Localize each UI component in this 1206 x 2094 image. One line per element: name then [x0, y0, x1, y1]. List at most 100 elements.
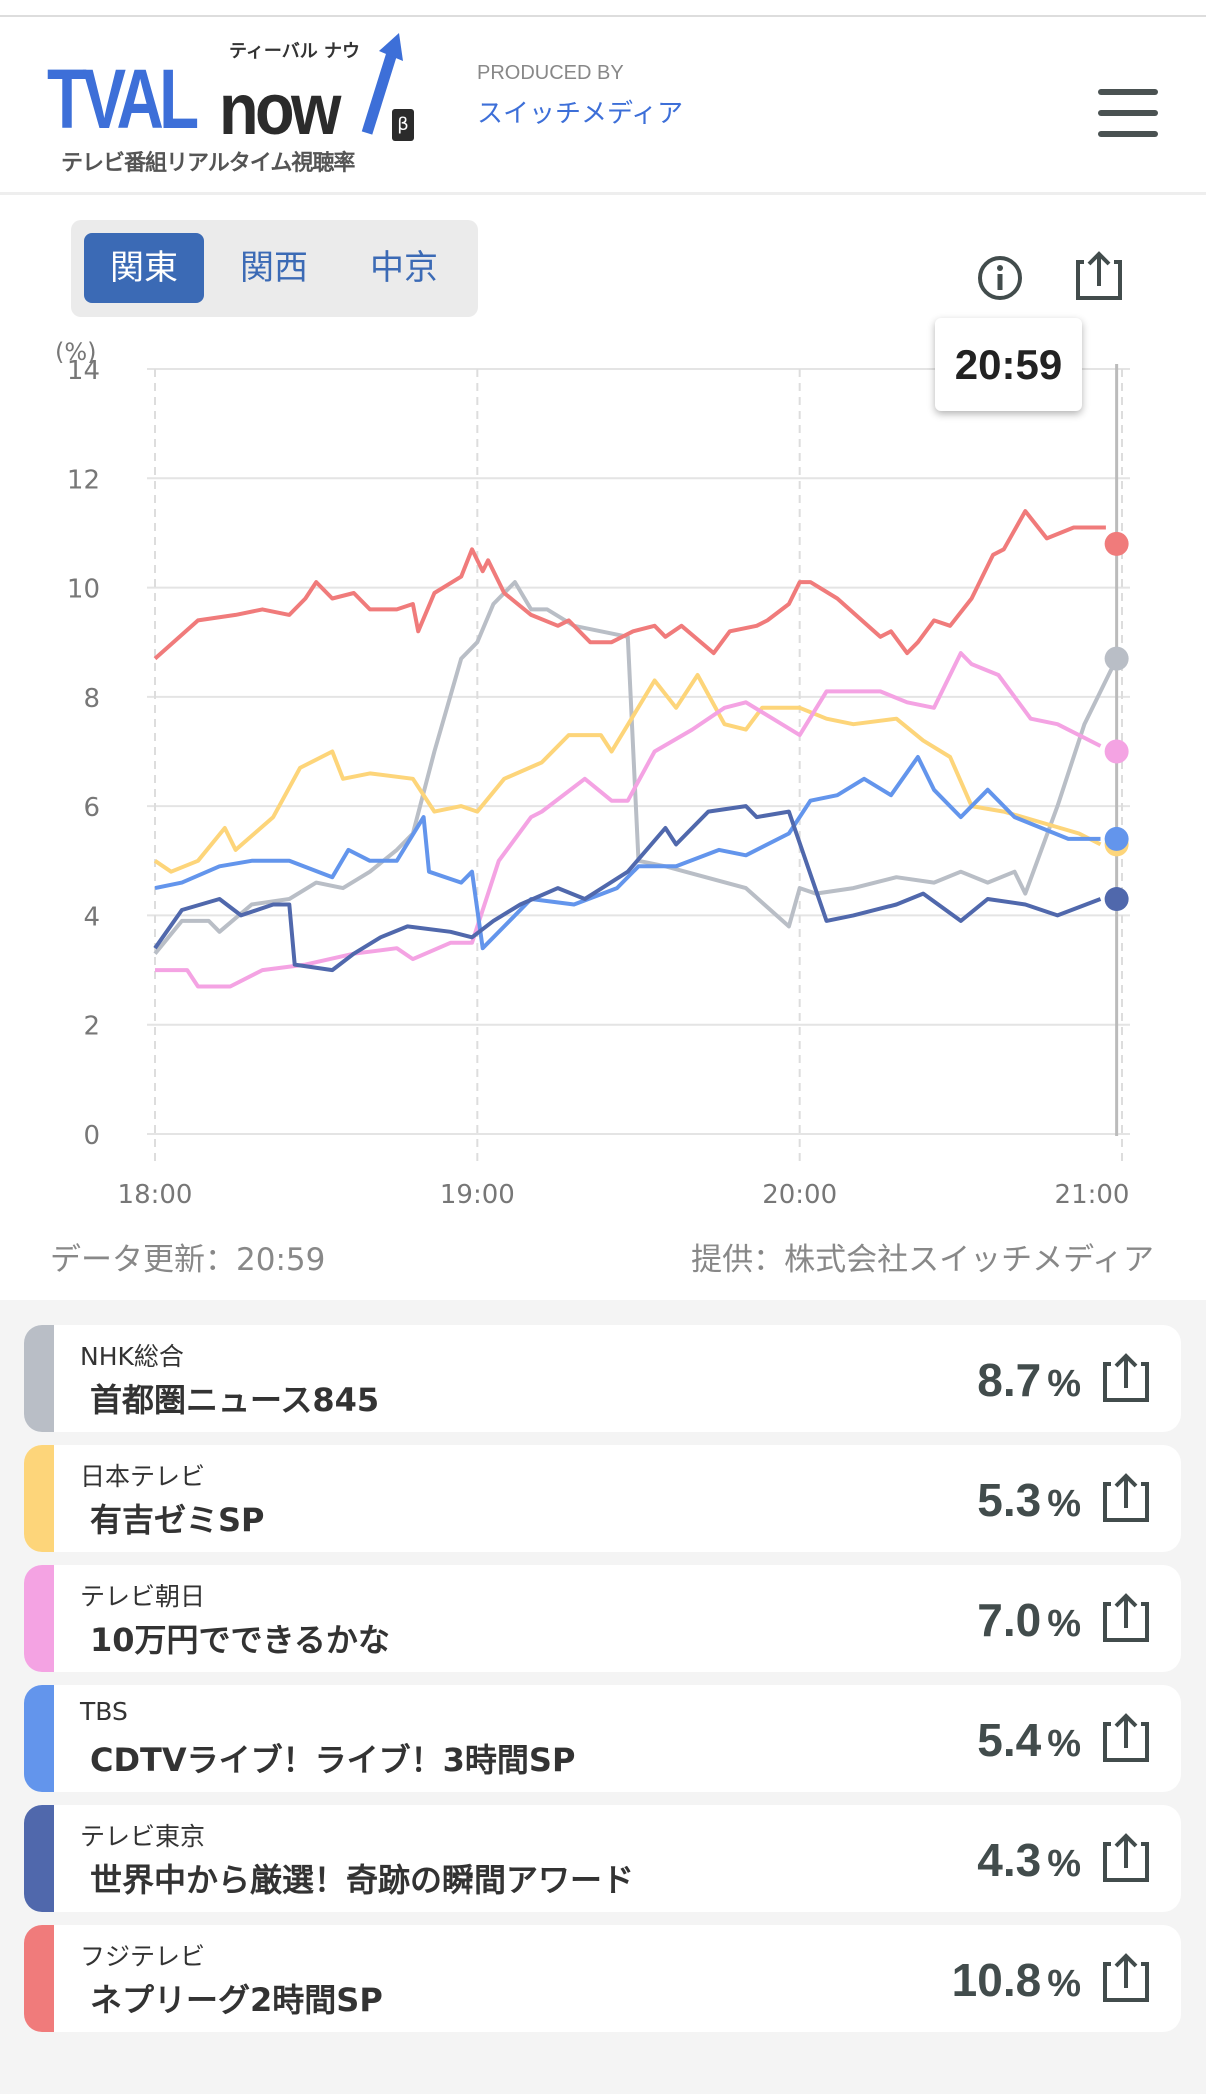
hamburger-line — [1098, 131, 1158, 137]
y-axis-label: (%) — [55, 338, 97, 366]
channel-list: NHK総合 首都圏ニュース845 8.7% 日本テレビ 有吉ゼミSP 5.3% … — [0, 1300, 1206, 2094]
rating-unit: % — [1047, 1843, 1081, 1885]
channel-card[interactable]: NHK総合 首都圏ニュース845 8.7% — [24, 1325, 1181, 1432]
header: TVAL now ティーバル ナウ β テレビ番組リアルタイム視聴率 PRODU… — [0, 17, 1206, 195]
logo-beta: β — [392, 109, 414, 141]
x-tick-label: 18:00 — [118, 1180, 193, 1210]
rating-value: 5.3% — [977, 1473, 1081, 1527]
region-tabs: 関東 関西 中京 — [71, 220, 478, 317]
x-tick-label: 20:00 — [762, 1180, 837, 1210]
channel-card[interactable]: TBS CDTVライブ！ライブ！3時間SP 5.4% — [24, 1685, 1181, 1792]
share-icon — [1103, 1833, 1149, 1882]
rating-value: 4.3% — [977, 1833, 1081, 1887]
rating-number: 10.8 — [951, 1954, 1042, 2006]
y-tick-label: 12 — [67, 465, 100, 495]
share-icon — [1076, 251, 1122, 300]
y-tick-label: 2 — [83, 1012, 100, 1042]
series-endpoint-marker — [1104, 887, 1129, 912]
program-title: 有吉ゼミSP — [90, 1501, 265, 1539]
channel-color-bar — [24, 1445, 54, 1552]
y-tick-label: 14 — [67, 356, 100, 386]
y-tick-label: 0 — [83, 1121, 100, 1151]
rating-value: 10.8% — [952, 1953, 1081, 2007]
tab-kansai[interactable]: 関西 — [240, 248, 308, 288]
program-title: 10万円でできるかな — [90, 1621, 390, 1659]
tab-chukyo[interactable]: 中京 — [370, 248, 438, 288]
share-button[interactable] — [1101, 1712, 1151, 1768]
rating-chart[interactable]: 0 2 4 6 8 10 12 14(%) 18:00 19:00 20:00 21:00 — [0, 330, 1206, 1230]
channel-color-bar — [24, 1925, 54, 2032]
rating-number: 8.7 — [977, 1354, 1042, 1406]
y-tick-label: 8 — [83, 684, 100, 714]
share-icon — [1103, 1593, 1149, 1642]
share-icon — [1103, 1953, 1149, 2002]
share-button[interactable] — [1101, 1592, 1151, 1648]
rating-unit: % — [1047, 1963, 1081, 2005]
series-endpoint-marker — [1104, 646, 1129, 671]
channel-card[interactable]: フジテレビ ネプリーグ2時間SP 10.8% — [24, 1925, 1181, 2032]
company-link[interactable]: スイッチメディア — [477, 99, 684, 129]
info-button[interactable] — [977, 255, 1023, 305]
program-title: 首都圏ニュース845 — [90, 1381, 380, 1419]
series-line — [153, 673, 1102, 874]
tvalnow-logo[interactable]: TVAL now ティーバル ナウ β テレビ番組リアルタイム視聴率 — [47, 33, 427, 176]
share-button[interactable] — [1101, 1352, 1151, 1408]
time-tooltip: 20:59 — [935, 318, 1082, 411]
top-divider — [0, 15, 1206, 17]
share-button[interactable] — [1101, 1472, 1151, 1528]
rating-unit: % — [1047, 1483, 1081, 1525]
logo-arrow-icon — [361, 33, 403, 135]
logo-now: now — [219, 70, 341, 150]
share-button[interactable] — [1101, 1952, 1151, 2008]
rating-unit: % — [1047, 1723, 1081, 1765]
channel-card[interactable]: テレビ東京 世界中から厳選！奇跡の瞬間アワード 4.3% — [24, 1805, 1181, 1912]
hamburger-icon — [1098, 89, 1158, 95]
data-provider: 提供：株式会社スイッチメディア — [691, 1242, 1154, 1278]
produced-by-label: PRODUCED BY — [477, 62, 624, 84]
share-icon — [1103, 1473, 1149, 1522]
logo-kana: ティーバル ナウ — [229, 41, 361, 62]
channel-card[interactable]: テレビ朝日 10万円でできるかな 7.0% — [24, 1565, 1181, 1672]
channel-name: TBS — [80, 1697, 128, 1726]
hamburger-line — [1098, 110, 1158, 116]
channel-name: テレビ東京 — [80, 1822, 206, 1851]
channel-card[interactable]: 日本テレビ 有吉ゼミSP 5.3% — [24, 1445, 1181, 1552]
program-title: CDTVライブ！ライブ！3時間SP — [90, 1741, 576, 1779]
rating-unit: % — [1047, 1363, 1081, 1405]
logo-tagline: テレビ番組リアルタイム視聴率 — [61, 151, 355, 176]
channel-color-bar — [24, 1325, 54, 1432]
share-button[interactable] — [1074, 250, 1124, 306]
channel-name: フジテレビ — [80, 1942, 206, 1971]
rating-value: 7.0% — [977, 1593, 1081, 1647]
data-updated: データ更新：20:59 — [50, 1242, 326, 1278]
program-title: 世界中から厳選！奇跡の瞬間アワード — [90, 1861, 635, 1899]
channel-color-bar — [24, 1565, 54, 1672]
x-tick-label: 19:00 — [440, 1180, 515, 1210]
series-endpoint-marker — [1104, 826, 1129, 851]
series-line — [153, 509, 1106, 661]
series-line — [154, 755, 1101, 951]
series-line — [153, 804, 1102, 973]
rating-number: 5.3 — [977, 1474, 1042, 1526]
channel-name: 日本テレビ — [80, 1462, 206, 1491]
series-line — [155, 651, 1102, 989]
menu-button[interactable] — [1098, 89, 1158, 137]
x-tick-label: 21:00 — [1055, 1180, 1130, 1210]
series-endpoint-marker — [1104, 739, 1129, 764]
y-tick-label: 4 — [83, 902, 100, 932]
y-tick-label: 6 — [83, 793, 100, 823]
share-button[interactable] — [1101, 1832, 1151, 1888]
rating-value: 8.7% — [977, 1353, 1081, 1407]
program-title: ネプリーグ2時間SP — [90, 1981, 383, 2019]
rating-value: 5.4% — [977, 1713, 1081, 1767]
rating-number: 5.4 — [977, 1714, 1042, 1766]
rating-number: 4.3 — [977, 1834, 1042, 1886]
rating-number: 7.0 — [977, 1594, 1042, 1646]
tab-kanto[interactable]: 関東 — [84, 233, 204, 303]
share-icon — [1103, 1353, 1149, 1402]
y-tick-label: 10 — [67, 575, 100, 605]
share-icon — [1103, 1713, 1149, 1762]
channel-color-bar — [24, 1685, 54, 1792]
logo-tval: TVAL — [47, 52, 199, 146]
rating-unit: % — [1047, 1603, 1081, 1645]
